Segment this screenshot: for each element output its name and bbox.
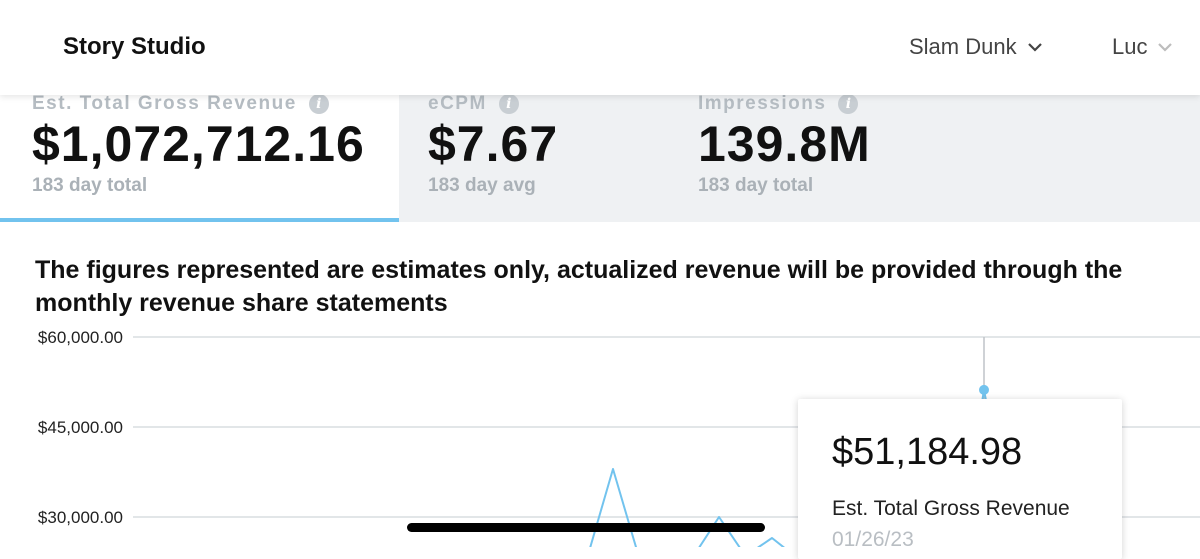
estimate-notice: The figures represented are estimates on… <box>35 254 1200 320</box>
chevron-down-icon <box>1158 43 1173 52</box>
app-title[interactable]: Story Studio <box>63 33 206 60</box>
y-tick-label: $60,000.00 <box>38 328 123 347</box>
tooltip-value: $51,184.98 <box>832 431 1023 473</box>
stat-card-ecpm[interactable]: eCPM i $7.67 183 day avg <box>399 93 669 222</box>
stat-subtext: 183 day total <box>32 175 148 196</box>
notice-line-1: The figures represented are estimates on… <box>35 256 1123 284</box>
stat-value: $1,072,712.16 <box>32 116 365 172</box>
stat-card-impressions[interactable]: Impressions i 139.8M 183 day total <box>669 93 939 222</box>
user-selector-label: Luc <box>1112 34 1148 59</box>
top-header: Story Studio Slam Dunk Luc <box>0 0 1200 95</box>
notice-line-2: monthly revenue share statements <box>35 289 448 317</box>
stat-value: 139.8M <box>698 116 871 172</box>
show-selector-dropdown[interactable]: Slam Dunk <box>909 34 1043 60</box>
stat-subtext: 183 day total <box>698 175 814 196</box>
stat-label: eCPM i <box>428 93 519 115</box>
tooltip-date: 01/26/23 <box>832 528 914 551</box>
user-selector-dropdown[interactable]: Luc <box>1112 34 1173 60</box>
stat-subtext: 183 day avg <box>428 175 536 196</box>
chevron-down-icon <box>1027 43 1042 52</box>
y-tick-label: $30,000.00 <box>38 508 123 527</box>
home-indicator[interactable] <box>407 523 765 532</box>
stat-label: Est. Total Gross Revenue i <box>32 93 329 115</box>
info-icon[interactable]: i <box>308 94 329 114</box>
info-icon[interactable]: i <box>838 94 859 114</box>
y-tick-label: $45,000.00 <box>38 418 123 437</box>
stat-label: Impressions i <box>698 93 859 115</box>
info-icon[interactable]: i <box>498 94 519 114</box>
show-selector-label: Slam Dunk <box>909 34 1017 59</box>
highlighted-data-point[interactable] <box>979 384 989 395</box>
stats-bar: Est. Total Gross Revenue i $1,072,712.16… <box>0 93 1200 222</box>
stat-card-revenue[interactable]: Est. Total Gross Revenue i $1,072,712.16… <box>0 93 399 222</box>
chart-tooltip: $51,184.98 Est. Total Gross Revenue 01/2… <box>798 399 1122 559</box>
tooltip-label: Est. Total Gross Revenue <box>832 497 1070 520</box>
stat-value: $7.67 <box>428 116 559 172</box>
